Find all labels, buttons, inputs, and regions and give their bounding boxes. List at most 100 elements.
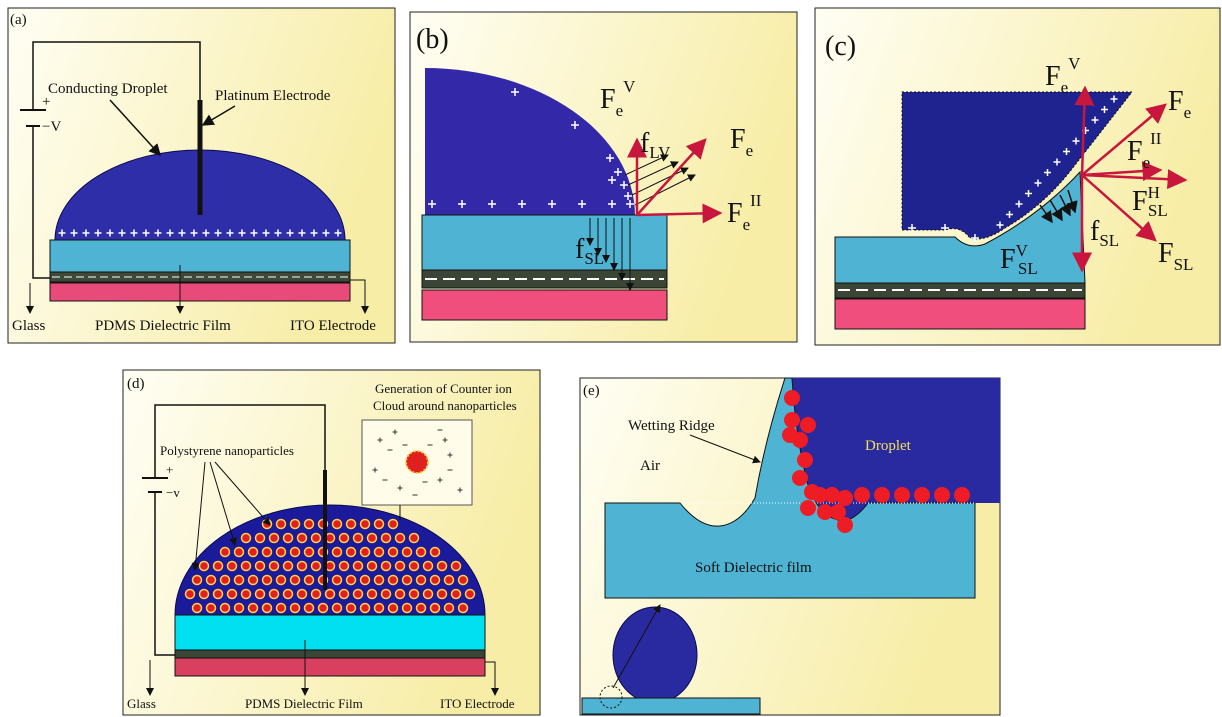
particle [417, 604, 426, 613]
particle [263, 576, 272, 585]
particle [389, 548, 398, 557]
particle [221, 548, 230, 557]
particle [396, 534, 405, 543]
particle [438, 562, 447, 571]
particle [914, 487, 930, 503]
ito-label: ITO Electrode [290, 318, 376, 334]
main: F [1158, 238, 1174, 269]
figure: + −V (a) Conducting Droplet Platinum Ele… [0, 0, 1222, 717]
battery-minus: −v [166, 485, 180, 500]
particle [797, 452, 813, 468]
inset-label: Cloud around nanoparticles [373, 398, 517, 413]
particle [312, 562, 321, 571]
particle [459, 604, 468, 613]
particle [291, 576, 300, 585]
particle [396, 562, 405, 571]
particle [270, 534, 279, 543]
particle [200, 590, 209, 599]
particle [340, 562, 349, 571]
particle [333, 520, 342, 529]
particle [347, 576, 356, 585]
minus: − [166, 485, 173, 500]
particle [347, 604, 356, 613]
main: F [600, 84, 616, 115]
voltage: V [50, 119, 61, 135]
particle [403, 548, 412, 557]
particle [270, 562, 279, 571]
small-film [582, 698, 760, 714]
particle [361, 576, 370, 585]
particle [361, 520, 370, 529]
particle [277, 576, 286, 585]
particle [340, 590, 349, 599]
sup: II [750, 191, 762, 210]
panel-label: (b) [416, 24, 449, 55]
glass-label: Glass [127, 696, 156, 711]
particle [284, 590, 293, 599]
particle [452, 562, 461, 571]
particle [249, 604, 258, 613]
particle [291, 604, 300, 613]
particle [221, 604, 230, 613]
main: F [1000, 244, 1016, 275]
dielectric-layer [50, 240, 350, 272]
particle [235, 548, 244, 557]
particle [207, 604, 216, 613]
particle [347, 520, 356, 529]
particle [438, 590, 447, 599]
particle [228, 562, 237, 571]
particle [403, 576, 412, 585]
minus: − [42, 119, 50, 135]
panel-e: (e) Wetting Ridge Air Droplet Soft Diele… [580, 378, 1000, 715]
glass-layer [835, 299, 1085, 329]
particle [270, 590, 279, 599]
panel-label: (a) [10, 12, 27, 28]
sub: LV [649, 143, 671, 162]
sup: H [1148, 183, 1160, 202]
particle [256, 562, 265, 571]
particle [333, 548, 342, 557]
particle [249, 548, 258, 557]
particle [326, 590, 335, 599]
particle [354, 562, 363, 571]
particle [242, 534, 251, 543]
main: F [1132, 186, 1148, 217]
particle [452, 590, 461, 599]
particle [186, 590, 195, 599]
particle [277, 520, 286, 529]
sub: SL [584, 249, 604, 268]
particle [854, 487, 870, 503]
sub: e [746, 141, 754, 160]
particle [354, 590, 363, 599]
particle [200, 562, 209, 571]
particle [894, 487, 910, 503]
particle [410, 562, 419, 571]
particle [375, 576, 384, 585]
particle [389, 520, 398, 529]
particle [277, 548, 286, 557]
particle [312, 534, 321, 543]
particle [305, 520, 314, 529]
particle [361, 604, 370, 613]
sub: SL [1174, 255, 1194, 274]
particle [235, 604, 244, 613]
particle [242, 590, 251, 599]
sup: V [1016, 241, 1029, 260]
sub: e [1143, 153, 1151, 172]
particle [784, 390, 800, 406]
panel-label: (c) [825, 31, 856, 62]
ito-label: ITO Electrode [440, 696, 515, 711]
particle [410, 590, 419, 599]
particle [368, 562, 377, 571]
particle [954, 487, 970, 503]
particle [319, 604, 328, 613]
glass-label: Glass [12, 318, 45, 334]
dielectric-label: PDMS Dielectric Film [95, 318, 231, 334]
small-droplet [613, 607, 697, 703]
particle [424, 590, 433, 599]
voltage: v [173, 485, 180, 500]
particle [263, 548, 272, 557]
sup: II [1150, 129, 1162, 148]
sub: SL [1018, 259, 1038, 278]
particle [291, 520, 300, 529]
